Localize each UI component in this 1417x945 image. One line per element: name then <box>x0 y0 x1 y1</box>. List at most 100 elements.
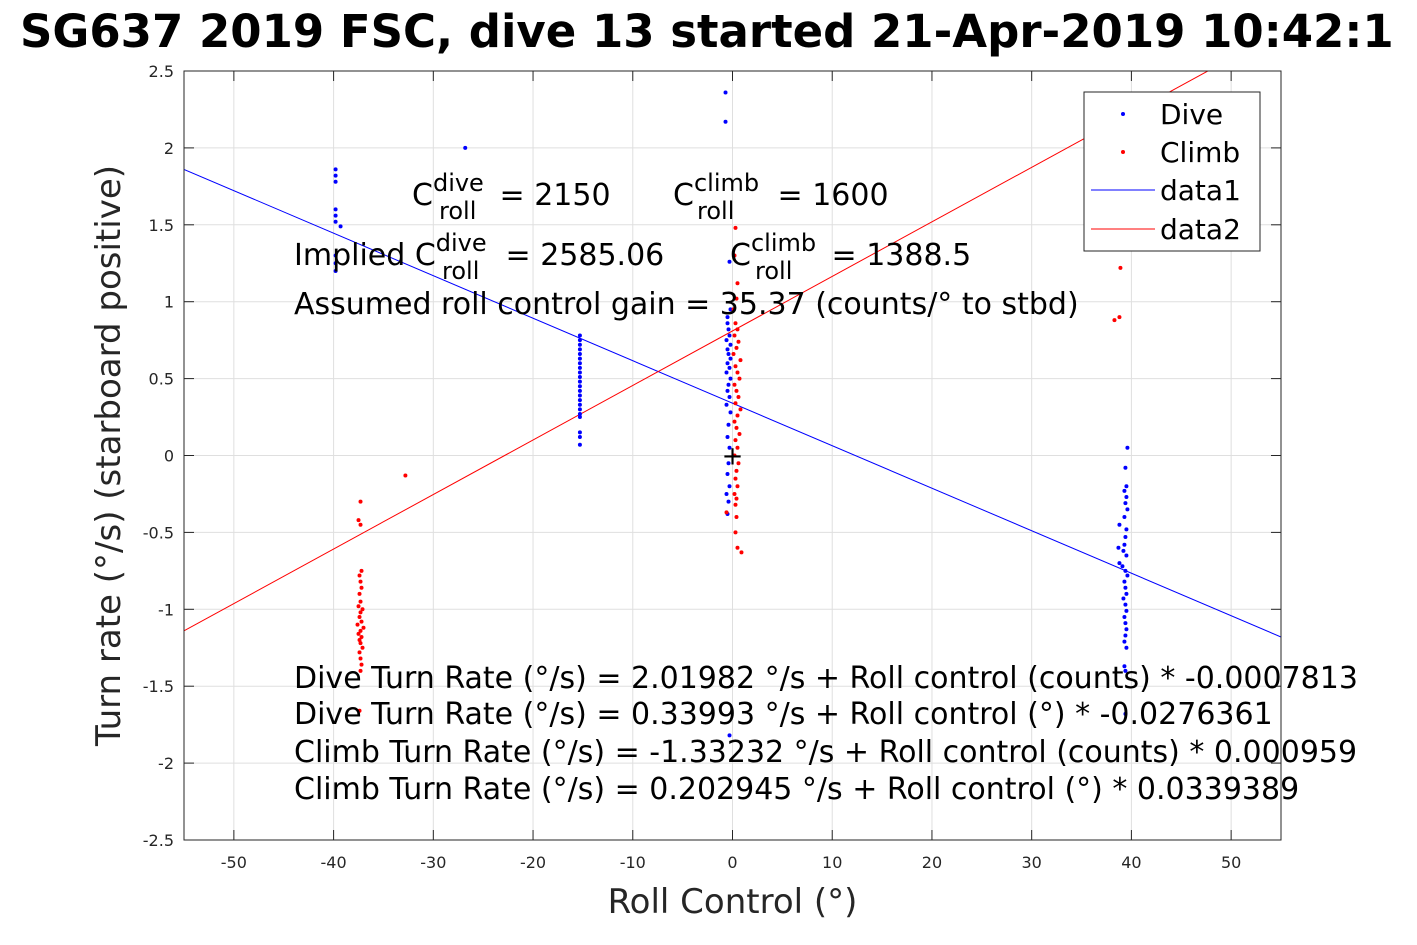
climb-point <box>735 484 740 489</box>
dive-point <box>728 376 733 381</box>
climb-point <box>733 476 738 481</box>
climb-point <box>358 641 363 646</box>
dive-point <box>338 224 343 229</box>
dive-point <box>728 307 733 312</box>
climb-point <box>736 339 741 344</box>
dive-point <box>727 365 732 370</box>
climb-point <box>734 388 739 393</box>
dive-point <box>1123 535 1128 540</box>
y-tick-label: 0.5 <box>149 370 174 389</box>
climb-point <box>733 530 738 535</box>
y-tick-label: -2 <box>158 754 174 773</box>
y-axis-label: Turn rate (°/s) (starboard positive) <box>89 165 129 747</box>
dive-point <box>1122 664 1127 669</box>
dive-point <box>728 356 733 361</box>
dive-point <box>1121 548 1126 553</box>
dive-point <box>723 90 728 95</box>
dive-point <box>333 213 338 218</box>
dive-point <box>727 395 732 400</box>
dive-point <box>333 173 338 178</box>
dive-point <box>726 422 731 427</box>
y-tick-label: -2.5 <box>143 831 174 850</box>
dive-point <box>577 375 582 380</box>
x-tick-label: 0 <box>727 853 737 872</box>
legend-box <box>1083 91 1261 252</box>
dive-point <box>577 411 582 416</box>
y-tick-label: 2 <box>164 139 174 158</box>
climb-point <box>1112 318 1117 323</box>
dive-point <box>727 733 732 738</box>
dive-point <box>728 342 733 347</box>
dive-point <box>577 342 582 347</box>
climb-point <box>361 625 366 630</box>
legend-label-data2: data2 <box>1160 213 1241 246</box>
dive-point <box>333 167 338 172</box>
y-tick-label: -1.5 <box>143 677 174 696</box>
y-tick-label: -1 <box>158 600 174 619</box>
dive-point <box>1125 507 1130 512</box>
data-points: + <box>333 90 1130 738</box>
dive-point <box>577 388 582 393</box>
climb-point <box>737 376 742 381</box>
dive-point <box>723 119 728 124</box>
climb-point <box>1118 265 1123 270</box>
legend-label-data1: data1 <box>1160 174 1241 207</box>
dive-point <box>1125 445 1130 450</box>
dive-point <box>333 253 338 258</box>
dive-point <box>724 491 729 496</box>
climb-point <box>736 461 741 466</box>
climb-point <box>735 445 740 450</box>
climb-point <box>358 499 363 504</box>
climb-point <box>732 419 737 424</box>
dive-point <box>1123 668 1128 673</box>
dive-point <box>726 461 731 466</box>
climb-point <box>734 496 739 501</box>
climb-point <box>357 638 362 643</box>
dive-point <box>724 370 729 375</box>
climb-point <box>358 656 363 661</box>
legend-marker-climb <box>1121 150 1125 154</box>
dive-point <box>1125 573 1130 578</box>
dive-point <box>1123 585 1128 590</box>
climb-point <box>732 491 737 496</box>
legend-label-dive: Dive <box>1160 98 1223 131</box>
climb-point <box>357 591 362 596</box>
y-tick-label: 2.5 <box>149 62 174 81</box>
dive-point <box>724 402 729 407</box>
dive-point <box>1123 465 1128 470</box>
annotation-implied-dive: Implied Cdive roll = 2585.06 <box>294 229 664 285</box>
dive-point <box>577 347 582 352</box>
dive-point <box>1123 711 1128 716</box>
dive-point <box>1117 561 1122 566</box>
climb-point <box>734 515 739 520</box>
climb-point <box>731 351 736 356</box>
climb-point <box>735 545 740 550</box>
climb-point <box>357 573 362 578</box>
annotation-climb-counts: Climb Turn Rate (°/s) = -1.33232 °/s + R… <box>294 735 1357 770</box>
climb-point <box>357 614 362 619</box>
x-tick-label: -10 <box>620 853 646 872</box>
climb-point <box>733 364 738 369</box>
x-tick-label: 40 <box>1121 853 1141 872</box>
x-tick-label: -40 <box>321 853 347 872</box>
climb-point <box>735 327 740 332</box>
dive-point <box>728 410 733 415</box>
climb-point <box>358 579 363 584</box>
x-tick-label: -20 <box>520 853 546 872</box>
climb-point <box>733 225 738 230</box>
legend-label-climb: Climb <box>1160 136 1240 169</box>
dive-point <box>577 356 582 361</box>
annotation-climb-deg: Climb Turn Rate (°/s) = 0.202945 °/s + R… <box>294 772 1299 807</box>
dive-point <box>577 365 582 370</box>
x-tick-label: 30 <box>1022 853 1042 872</box>
climb-point <box>357 708 362 713</box>
dive-point <box>577 430 582 435</box>
climb-point <box>735 413 740 418</box>
climb-point <box>735 281 740 286</box>
annotation-dive-counts: Dive Turn Rate (°/s) = 2.01982 °/s + Rol… <box>294 661 1358 696</box>
climb-point <box>403 473 408 478</box>
climb-point <box>738 358 743 363</box>
climb-point <box>736 395 741 400</box>
climb-point <box>734 345 739 350</box>
